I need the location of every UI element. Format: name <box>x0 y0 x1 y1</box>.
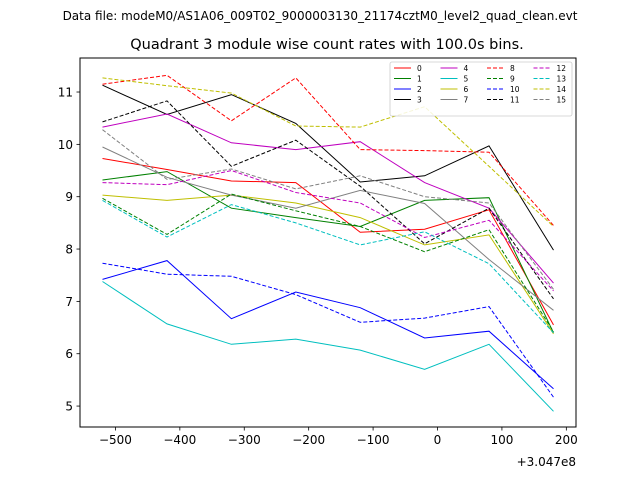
x-tick-label: −500 <box>99 433 132 447</box>
series-line-9 <box>102 193 554 332</box>
y-axis: 5 6 7 8 9 10 11 <box>58 86 80 414</box>
legend-label-12: 12 <box>557 64 567 73</box>
series-line-15 <box>102 129 554 290</box>
y-tick-label: 6 <box>65 347 73 361</box>
legend-label-4: 4 <box>464 64 469 73</box>
legend-label-15: 15 <box>557 96 567 105</box>
y-tick-label: 10 <box>58 138 73 152</box>
legend-label-5: 5 <box>464 75 469 84</box>
x-tick-label: −100 <box>357 433 390 447</box>
series-line-8 <box>102 74 554 226</box>
legend-label-9: 9 <box>510 75 515 84</box>
series-line-6 <box>102 194 554 335</box>
series-line-2 <box>102 260 554 390</box>
legend-label-13: 13 <box>557 75 567 84</box>
legend-box <box>389 61 573 117</box>
x-tick-label: −200 <box>292 433 325 447</box>
series-line-10 <box>102 262 554 398</box>
x-offset-label: +3.047e8 <box>517 455 576 469</box>
y-tick-label: 9 <box>65 190 73 204</box>
legend-label-3: 3 <box>417 96 422 105</box>
y-tick-label: 11 <box>58 86 73 100</box>
series-line-0 <box>102 158 554 326</box>
x-tick-label: 0 <box>434 433 442 447</box>
series-line-3 <box>102 84 554 251</box>
chart-title: Quadrant 3 module wise count rates with … <box>130 37 524 53</box>
series-line-12 <box>102 169 554 292</box>
chart-suptitle: Data file: modeM0/AS1A06_009T02_90000031… <box>63 9 578 23</box>
series-line-14 <box>102 77 554 227</box>
legend-label-1: 1 <box>417 75 422 84</box>
y-tick-label: 5 <box>65 400 73 414</box>
legend-label-6: 6 <box>464 85 469 94</box>
plot-frame <box>79 57 577 428</box>
series-line-4 <box>102 113 554 284</box>
y-tick-label: 8 <box>65 243 73 257</box>
legend-label-14: 14 <box>557 85 567 94</box>
legend-label-0: 0 <box>417 64 422 73</box>
plot-lines <box>102 74 554 412</box>
x-tick-label: −300 <box>228 433 261 447</box>
legend-label-2: 2 <box>417 85 422 94</box>
series-line-5 <box>102 281 554 412</box>
x-tick-label: −400 <box>163 433 196 447</box>
series-line-7 <box>102 146 554 311</box>
legend-label-11: 11 <box>510 96 520 105</box>
x-tick-label: 200 <box>555 433 578 447</box>
x-tick-label: 100 <box>490 433 513 447</box>
x-axis: −500 −400 −300 −200 −100 0 100 200 <box>99 427 578 447</box>
series-line-13 <box>102 199 554 334</box>
legend-label-8: 8 <box>510 64 515 73</box>
y-tick-label: 7 <box>65 295 73 309</box>
legend-label-7: 7 <box>464 96 469 105</box>
legend-label-10: 10 <box>510 85 520 94</box>
